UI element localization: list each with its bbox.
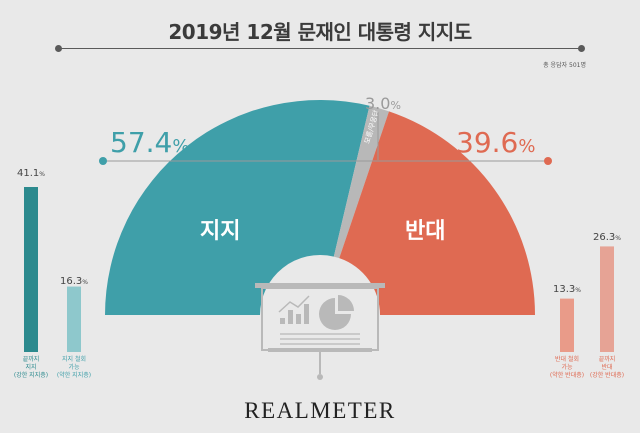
- support-percent: 57.4%: [110, 128, 189, 162]
- undecided-percent-value: 3.0: [365, 94, 391, 113]
- bar-value-soft-support: 16.3%: [60, 276, 88, 287]
- oppose-slice-label: 반대: [405, 219, 446, 244]
- slice-oppose: [339, 111, 535, 315]
- bar-label-soft-oppose: 반대 철회 가능 (약한 반대층): [549, 356, 585, 379]
- bar-label-strong-oppose: 끝까지 반대 (강한 반대층): [589, 356, 625, 379]
- bar-soft-oppose: [560, 298, 574, 352]
- board-stand-base: [317, 374, 323, 380]
- title-divider: [55, 45, 585, 52]
- bar-value-soft-oppose: 13.3%: [553, 284, 581, 295]
- support-leader-dot: [99, 157, 107, 165]
- icon-trend-line: [278, 295, 310, 313]
- icon-bar-0: [280, 318, 285, 324]
- support-slice-label: 지지: [200, 219, 241, 244]
- bar-value-strong-oppose: 26.3%: [593, 232, 621, 243]
- bar-label-soft-support: 지지 철회 가능 (약한 지지층): [56, 356, 92, 379]
- support-percent-unit: %: [172, 136, 190, 157]
- oppose-percent: 39.6%: [456, 128, 535, 162]
- board-top-bar: [255, 283, 385, 288]
- support-percent-value: 57.4: [110, 126, 173, 159]
- board-bottom-bar: [268, 348, 372, 352]
- icon-pie-main: [319, 298, 351, 330]
- slice-support: [105, 100, 370, 315]
- undecided-percent: 3.0%: [365, 94, 401, 113]
- icon-bar-2: [296, 314, 301, 324]
- icon-pie-slice: [338, 295, 354, 311]
- slice-undecided: [333, 105, 390, 259]
- bar-value-strong-support: 41.1%: [17, 168, 45, 179]
- bar-strong-oppose: [600, 246, 614, 352]
- undecided-percent-unit: %: [390, 99, 401, 112]
- icon-bar-3: [304, 304, 309, 324]
- chart-title: 2019년 12월 문재인 대통령 지지도: [168, 20, 472, 44]
- respondent-count: 총 응답자 501명: [543, 62, 586, 69]
- bar-label-strong-support: 끝까지 지지 (강한 지지층): [13, 356, 49, 379]
- oppose-leader-dot: [544, 157, 552, 165]
- brand-logo: REALMETER: [244, 398, 396, 423]
- bar-strong-support: [24, 187, 38, 352]
- icon-bar-1: [288, 310, 293, 324]
- bar-soft-support: [67, 286, 81, 352]
- oppose-percent-value: 39.6: [456, 126, 519, 159]
- oppose-percent-unit: %: [518, 136, 536, 157]
